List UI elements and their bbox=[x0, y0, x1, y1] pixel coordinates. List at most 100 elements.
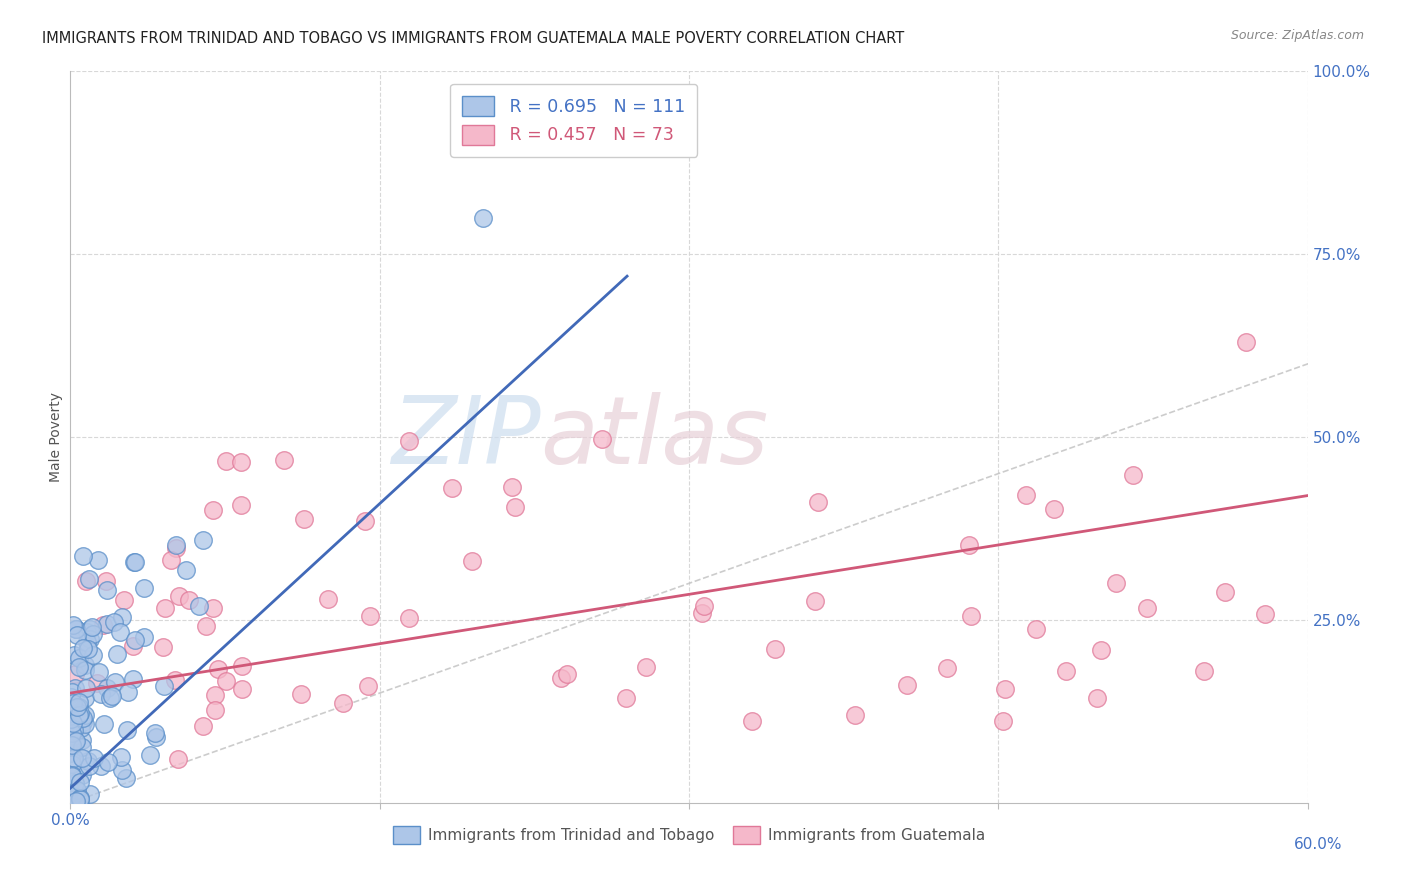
Point bbox=[86, 676, 108, 690]
Point bbox=[69, 792, 91, 806]
Point bbox=[936, 660, 959, 674]
Point bbox=[69, 706, 91, 721]
Point bbox=[202, 601, 225, 615]
Point bbox=[1054, 665, 1077, 679]
Point bbox=[65, 794, 87, 808]
Point bbox=[273, 453, 295, 467]
Point bbox=[62, 789, 84, 803]
Point bbox=[65, 702, 87, 716]
Point bbox=[69, 793, 91, 807]
Point bbox=[359, 609, 381, 624]
Point bbox=[98, 691, 121, 706]
Point bbox=[179, 593, 201, 607]
Point bbox=[79, 572, 101, 586]
Point bbox=[153, 601, 176, 615]
Point bbox=[994, 682, 1017, 697]
Point bbox=[62, 618, 84, 632]
Point bbox=[332, 696, 354, 710]
Point bbox=[75, 663, 97, 677]
Point bbox=[204, 689, 226, 703]
Point bbox=[67, 701, 90, 715]
Point bbox=[292, 511, 315, 525]
Point bbox=[187, 599, 209, 613]
Point bbox=[60, 768, 83, 782]
Text: IMMIGRANTS FROM TRINIDAD AND TOBAGO VS IMMIGRANTS FROM GUATEMALA MALE POVERTY CO: IMMIGRANTS FROM TRINIDAD AND TOBAGO VS I… bbox=[42, 31, 904, 46]
Point bbox=[139, 748, 162, 763]
Point bbox=[316, 592, 339, 607]
Point bbox=[614, 691, 637, 706]
Point bbox=[124, 555, 146, 569]
Point bbox=[62, 715, 84, 730]
Point bbox=[163, 673, 186, 687]
Point bbox=[152, 640, 174, 655]
Point bbox=[60, 712, 83, 726]
Point bbox=[66, 699, 89, 714]
Point bbox=[398, 611, 420, 625]
Point bbox=[112, 592, 135, 607]
Point bbox=[132, 581, 155, 595]
Point bbox=[96, 681, 118, 695]
Point bbox=[62, 648, 84, 662]
Point bbox=[440, 481, 463, 495]
Point bbox=[72, 641, 94, 656]
Point bbox=[96, 583, 118, 598]
Point bbox=[75, 681, 97, 695]
Point bbox=[90, 687, 112, 701]
Point bbox=[991, 714, 1014, 729]
Point bbox=[83, 750, 105, 764]
Point bbox=[65, 623, 87, 637]
Point bbox=[134, 630, 156, 644]
Point bbox=[143, 726, 166, 740]
Point bbox=[1043, 502, 1066, 516]
Point bbox=[690, 606, 713, 620]
Point bbox=[503, 500, 526, 515]
Point bbox=[91, 617, 114, 632]
Point bbox=[1014, 488, 1036, 502]
Point bbox=[67, 650, 90, 665]
Point bbox=[63, 718, 86, 732]
Point bbox=[741, 714, 763, 729]
Point bbox=[1192, 665, 1215, 679]
Text: 60.0%: 60.0% bbox=[1295, 837, 1343, 852]
Point bbox=[229, 455, 252, 469]
Point bbox=[65, 733, 87, 747]
Point bbox=[1135, 601, 1157, 615]
Point bbox=[117, 685, 139, 699]
Text: Source: ZipAtlas.com: Source: ZipAtlas.com bbox=[1230, 29, 1364, 42]
Point bbox=[65, 735, 87, 749]
Point bbox=[896, 677, 918, 691]
Point bbox=[69, 775, 91, 789]
Point bbox=[202, 503, 225, 517]
Point bbox=[77, 758, 100, 772]
Point bbox=[72, 711, 94, 725]
Point bbox=[1025, 622, 1047, 636]
Point bbox=[97, 755, 120, 769]
Point bbox=[215, 674, 238, 689]
Point bbox=[75, 717, 97, 731]
Point bbox=[159, 553, 181, 567]
Point bbox=[165, 538, 187, 552]
Point bbox=[1085, 690, 1108, 705]
Point bbox=[105, 647, 128, 661]
Point bbox=[63, 730, 86, 744]
Point bbox=[59, 719, 82, 733]
Point bbox=[166, 752, 188, 766]
Point bbox=[63, 750, 86, 764]
Point bbox=[550, 671, 572, 685]
Text: atlas: atlas bbox=[540, 392, 769, 483]
Point bbox=[115, 723, 138, 737]
Point bbox=[93, 717, 115, 731]
Point bbox=[89, 665, 111, 679]
Point bbox=[80, 620, 103, 634]
Point bbox=[231, 659, 253, 673]
Point bbox=[73, 690, 96, 705]
Point bbox=[72, 750, 94, 764]
Point bbox=[63, 723, 86, 737]
Point bbox=[1254, 607, 1277, 621]
Point bbox=[65, 622, 87, 636]
Point bbox=[807, 495, 830, 509]
Point bbox=[60, 685, 83, 699]
Point bbox=[66, 628, 89, 642]
Point bbox=[63, 775, 86, 789]
Point bbox=[214, 453, 236, 467]
